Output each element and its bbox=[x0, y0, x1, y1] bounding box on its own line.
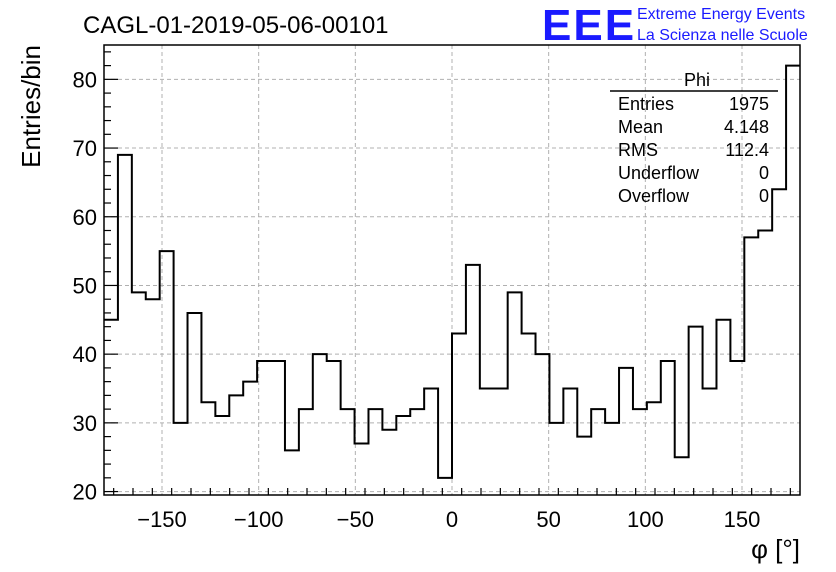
histogram-bin bbox=[243, 382, 257, 495]
histogram-bin bbox=[368, 409, 382, 495]
histogram-bin bbox=[327, 361, 341, 495]
y-tick-label: 50 bbox=[73, 273, 97, 298]
histogram-bin bbox=[174, 423, 188, 495]
histogram-bin bbox=[188, 313, 202, 495]
stats-label: Underflow bbox=[618, 163, 700, 183]
histogram-bin bbox=[633, 409, 647, 495]
stats-label: Overflow bbox=[618, 186, 690, 206]
histogram-bin bbox=[382, 430, 396, 495]
eee-logo: EEE Extreme Energy Events La Scienza nel… bbox=[542, 1, 808, 50]
axis-ticks bbox=[104, 51, 791, 495]
chart-title: CAGL-01-2019-05-06-00101 bbox=[83, 12, 389, 39]
histogram-bin bbox=[424, 389, 438, 495]
stats-value: 112.4 bbox=[725, 140, 769, 160]
y-tick-label: 70 bbox=[73, 136, 97, 161]
plot-frame bbox=[103, 44, 801, 496]
histogram-bin bbox=[605, 423, 619, 495]
stats-label: Entries bbox=[618, 94, 674, 114]
histogram-bars bbox=[104, 64, 800, 495]
x-tick-label: −150 bbox=[137, 507, 187, 532]
stats-rows: Entries 1975 Mean 4.148 RMS 112.4 Underflow 0 Ov… bbox=[618, 94, 769, 206]
y-tick-labels: 20 30 40 50 60 70 80 bbox=[73, 67, 97, 504]
histogram-bin bbox=[786, 66, 800, 495]
histogram-bin bbox=[508, 292, 522, 495]
stats-value: 0 bbox=[759, 186, 769, 206]
stats-label: RMS bbox=[618, 140, 658, 160]
y-tick-label: 80 bbox=[73, 67, 97, 92]
histogram-bin bbox=[661, 361, 675, 495]
y-tick-label: 60 bbox=[73, 205, 97, 230]
x-tick-labels: −150 −100 −50 0 50 100 150 bbox=[137, 507, 760, 532]
x-tick-label: 150 bbox=[724, 507, 761, 532]
histogram-bin bbox=[160, 251, 174, 495]
histogram-bin bbox=[577, 437, 591, 495]
histogram-bin bbox=[104, 320, 118, 495]
histogram-bin bbox=[675, 457, 689, 495]
histogram-bin bbox=[758, 230, 772, 495]
stats-value: 0 bbox=[759, 163, 769, 183]
histogram-bin bbox=[118, 155, 132, 495]
histogram-bin bbox=[689, 327, 703, 495]
histogram-bin bbox=[285, 450, 299, 495]
y-tick-label: 20 bbox=[73, 480, 97, 505]
histogram-bin bbox=[549, 423, 563, 495]
y-axis-title: Entries/bin bbox=[16, 45, 46, 168]
histogram-bin bbox=[452, 334, 466, 495]
histogram-bin bbox=[271, 361, 285, 495]
histogram-bin bbox=[703, 389, 717, 495]
y-tick-label: 30 bbox=[73, 411, 97, 436]
histogram-bin bbox=[619, 368, 633, 495]
logo-mark: EEE bbox=[542, 1, 636, 50]
histogram-bin bbox=[299, 409, 313, 495]
histogram-bin bbox=[201, 402, 215, 495]
histogram-bin bbox=[257, 361, 271, 495]
x-tick-label: −50 bbox=[337, 507, 374, 532]
histogram-bin bbox=[772, 189, 786, 495]
histogram-bin bbox=[730, 361, 744, 495]
histogram-bin bbox=[536, 354, 550, 495]
histogram-bin bbox=[229, 395, 243, 495]
histogram-bin bbox=[647, 402, 661, 495]
histogram-bin bbox=[591, 409, 605, 495]
histogram-bin bbox=[396, 416, 410, 495]
histogram-bin bbox=[466, 265, 480, 495]
logo-line-1: Extreme Energy Events bbox=[637, 6, 805, 23]
histogram-bin bbox=[438, 478, 452, 495]
stats-label: Mean bbox=[618, 117, 663, 137]
stats-value: 4.148 bbox=[724, 117, 769, 137]
histogram-bin bbox=[494, 389, 508, 495]
histogram-bin bbox=[341, 409, 355, 495]
histogram-bin bbox=[146, 299, 160, 495]
stats-value: 1975 bbox=[729, 94, 769, 114]
histogram-bin bbox=[355, 443, 369, 495]
histogram-bin bbox=[313, 354, 327, 495]
x-tick-label: 0 bbox=[446, 507, 458, 532]
histogram-bin bbox=[716, 320, 730, 495]
stats-box: Phi Entries 1975 Mean 4.148 RMS 112.4 Underflo… bbox=[610, 70, 778, 206]
x-tick-label: 50 bbox=[536, 507, 560, 532]
histogram-bin bbox=[410, 409, 424, 495]
histogram-outline bbox=[104, 64, 800, 479]
x-tick-label: −100 bbox=[234, 507, 284, 532]
logo-line-2: La Scienza nelle Scuole bbox=[637, 27, 808, 44]
histogram-bin bbox=[522, 334, 536, 495]
histogram-bin bbox=[744, 237, 758, 495]
histogram-bin bbox=[215, 416, 229, 495]
histogram-bin bbox=[563, 389, 577, 495]
y-tick-label: 40 bbox=[73, 342, 97, 367]
x-tick-label: 100 bbox=[627, 507, 664, 532]
histogram-bin bbox=[480, 389, 494, 495]
stats-name: Phi bbox=[684, 70, 710, 90]
x-axis-title: φ [°] bbox=[751, 534, 800, 564]
histogram-bin bbox=[132, 292, 146, 495]
